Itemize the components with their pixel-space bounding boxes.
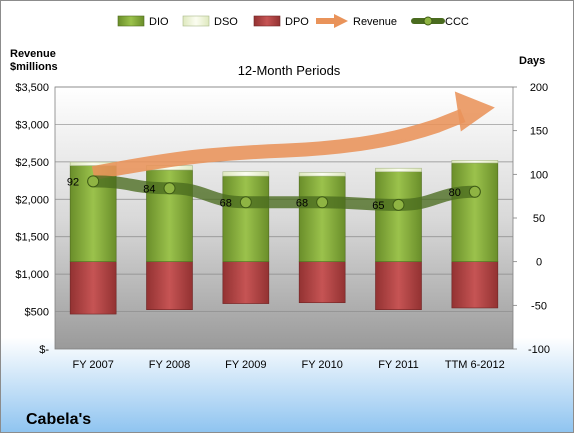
x-tick-label: TTM 6-2012 bbox=[445, 359, 505, 371]
legend-label: Revenue bbox=[353, 16, 397, 28]
y-left-tick-label: $1,000 bbox=[15, 269, 49, 281]
legend-swatch-dso bbox=[182, 15, 210, 27]
x-tick-label: FY 2011 bbox=[378, 359, 419, 371]
ccc-line bbox=[87, 175, 481, 211]
revenue-arrow-line bbox=[91, 108, 466, 180]
bar-dpo bbox=[298, 261, 346, 304]
bar-dpo bbox=[69, 261, 117, 315]
revenue-arrow-layer bbox=[91, 91, 495, 180]
x-tick-label: FY 2008 bbox=[149, 359, 190, 371]
bar-dpo bbox=[146, 261, 193, 310]
legend-label: DSO bbox=[214, 16, 238, 28]
y-right-tick-label: 0 bbox=[536, 257, 542, 269]
y-right-tick-label: -50 bbox=[531, 300, 547, 312]
y-left-tick-label: $3,500 bbox=[15, 82, 49, 94]
x-tick-label: FY 2010 bbox=[301, 359, 342, 371]
bar-dpo bbox=[375, 261, 422, 310]
ccc-point bbox=[392, 198, 405, 211]
bar-dpo bbox=[451, 261, 499, 309]
legend-swatch-dio bbox=[117, 15, 145, 27]
legend-label: DIO bbox=[149, 16, 169, 28]
ccc-data-label: 80 bbox=[449, 187, 461, 199]
legend: DIO DSO DPO Revenue CCC bbox=[117, 14, 469, 28]
y-left-axis: $- $500 $1,000 $1,500 $2,000 $2,500 $3,000 $3,5… bbox=[15, 82, 49, 356]
ccc-point bbox=[163, 182, 176, 195]
ccc-data-label: 65 bbox=[372, 200, 384, 212]
y-right-axis-label: Days bbox=[519, 55, 545, 67]
legend-label: CCC bbox=[445, 16, 469, 28]
bar-dso bbox=[298, 172, 346, 177]
y-left-axis-label-line2: $millions bbox=[10, 61, 58, 73]
y-left-tick-label: $1,500 bbox=[15, 232, 49, 244]
legend-swatch-ccc-point bbox=[423, 16, 433, 26]
y-left-tick-label: $2,500 bbox=[15, 157, 49, 169]
legend-label: DPO bbox=[285, 16, 309, 28]
y-right-tick-label: 50 bbox=[533, 213, 545, 225]
bar-dso bbox=[375, 167, 422, 173]
y-left-tick-label: $2,000 bbox=[15, 194, 49, 206]
legend-swatch-revenue-head bbox=[334, 14, 348, 28]
y-right-axis: -100 -50 0 50 100 150 200 bbox=[513, 82, 550, 356]
chart-title: 12-Month Periods bbox=[238, 63, 341, 78]
ccc-data-label: 84 bbox=[143, 183, 155, 195]
y-right-tick-label: -100 bbox=[528, 344, 550, 356]
bar-dio bbox=[298, 175, 346, 262]
ccc-data-label: 92 bbox=[67, 176, 79, 188]
ccc-point bbox=[87, 175, 100, 188]
bar-dso bbox=[451, 160, 499, 164]
ccc-point bbox=[239, 196, 252, 209]
bar-dio bbox=[222, 175, 270, 262]
y-left-tick-label: $3,000 bbox=[15, 119, 49, 131]
ccc-data-label: 68 bbox=[220, 197, 232, 209]
x-tick-label: FY 2007 bbox=[72, 359, 113, 371]
y-right-tick-label: 100 bbox=[530, 169, 548, 181]
ccc-point bbox=[316, 196, 329, 209]
y-right-tick-label: 200 bbox=[530, 82, 548, 94]
bar-dpo bbox=[222, 261, 270, 304]
x-axis: FY 2007 FY 2008 FY 2009 FY 2010 FY 2011 TTM 6… bbox=[72, 359, 504, 371]
ccc-data-label: 68 bbox=[296, 197, 308, 209]
y-right-tick-label: 150 bbox=[530, 126, 548, 138]
ccc-point bbox=[468, 185, 481, 198]
revenue-arrowhead bbox=[454, 91, 495, 132]
legend-swatch-dpo bbox=[253, 15, 281, 27]
ccc-line-layer: 92 84 68 68 65 80 bbox=[67, 175, 481, 212]
bar-dio bbox=[451, 162, 499, 262]
x-tick-label: FY 2009 bbox=[225, 359, 266, 371]
y-left-axis-label-line1: Revenue bbox=[10, 48, 56, 60]
company-name: Cabela's bbox=[26, 411, 91, 428]
y-left-tick-label: $- bbox=[39, 344, 49, 356]
bar-dio bbox=[375, 171, 422, 262]
y-left-tick-label: $500 bbox=[25, 307, 49, 319]
bar-dso bbox=[222, 171, 270, 177]
bars bbox=[69, 160, 499, 315]
